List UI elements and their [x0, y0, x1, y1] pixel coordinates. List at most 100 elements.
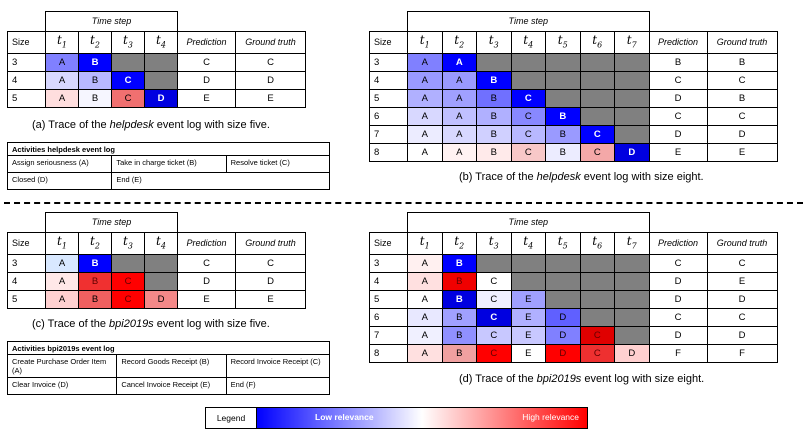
activity-cell: A — [407, 272, 443, 292]
caption-log-name: helpdesk — [536, 171, 581, 183]
activity-cell: E — [510, 290, 546, 310]
empty-cell — [510, 254, 546, 274]
empty-cell — [579, 308, 615, 328]
activity-cell: A — [45, 53, 79, 73]
activities-title: Activities helpdesk event log — [8, 143, 329, 156]
timestep-title: Time step — [407, 11, 650, 32]
activity-cell: A — [441, 107, 477, 127]
row-size: 6 — [369, 107, 408, 127]
caption-text: event log with size five. — [153, 318, 270, 330]
activity-entry: Take in charge ticket (B) — [112, 156, 227, 172]
caption-text: event log with size eight. — [580, 171, 704, 183]
row-size: 3 — [7, 53, 46, 73]
size-column-header: Size — [369, 30, 408, 55]
activity-cell: A — [407, 254, 443, 274]
timestep-header-row: Time step — [370, 212, 778, 233]
legend-high-label: High relevance — [522, 412, 579, 422]
caption-d: (d) Trace of the bpi2019s event log with… — [459, 373, 704, 385]
prediction-cell: C — [648, 308, 708, 328]
trace-table-bpi2019s-size-five: Time step Size t1 t2 t3 t4 Prediction Ground tr… — [7, 212, 306, 310]
activity-cell: C — [476, 308, 512, 328]
empty-cell — [545, 53, 581, 73]
header-blank — [8, 12, 46, 32]
empty-cell — [144, 254, 178, 274]
activity-entry: Record Goods Receipt (B) — [117, 355, 227, 377]
activities-bpi2019s-table: Activities bpi2019s event log Create Purc… — [7, 341, 330, 395]
activity-cell: C — [111, 290, 145, 310]
header-blank — [370, 213, 408, 233]
ground-truth-column-header: Ground truth — [706, 231, 778, 256]
timestep-column-header: t6 — [579, 231, 615, 256]
ground-truth-cell: E — [706, 143, 778, 163]
activities-row: Closed (D) End (E) — [8, 173, 329, 189]
activity-cell: E — [510, 344, 546, 364]
ground-truth-cell: B — [706, 89, 778, 109]
activity-cell: B — [476, 107, 512, 127]
activities-row: Assign seriousness (A) Take in charge tic… — [8, 156, 329, 173]
activity-cell: A — [45, 290, 79, 310]
ground-truth-cell: D — [235, 71, 306, 91]
caption-log-name: bpi2019s — [536, 373, 582, 385]
row-size: 6 — [369, 308, 408, 328]
section-divider — [4, 202, 803, 204]
activity-cell: C — [111, 89, 145, 109]
activity-cell: C — [510, 89, 546, 109]
activity-cell: D — [144, 89, 178, 109]
activity-cell: B — [476, 143, 512, 163]
column-header-row: Size t1 t2 t3 t4 Prediction Ground truth — [7, 231, 306, 256]
activity-entry: Assign seriousness (A) — [8, 156, 113, 172]
activity-cell: C — [579, 326, 615, 346]
activities-row: Clear Invoice (D) Cancel Invoice Receipt … — [8, 378, 329, 394]
prediction-cell: D — [648, 272, 708, 292]
prediction-cell: B — [648, 53, 708, 73]
activity-cell: C — [476, 326, 512, 346]
activity-cell: B — [441, 272, 477, 292]
activity-cell: B — [78, 290, 112, 310]
activity-cell: B — [78, 71, 112, 91]
activity-cell: A — [407, 107, 443, 127]
caption-text: (c) Trace of the — [32, 318, 110, 330]
ground-truth-column-header: Ground truth — [235, 30, 306, 55]
prediction-column-header: Prediction — [648, 231, 708, 256]
prediction-cell: D — [177, 272, 236, 292]
caption-log-name: helpdesk — [109, 119, 154, 131]
activity-cell: C — [579, 344, 615, 364]
empty-cell — [614, 53, 650, 73]
prediction-cell: E — [177, 290, 236, 310]
timestep-column-header: t3 — [111, 231, 145, 256]
empty-cell — [614, 254, 650, 274]
activity-entry: Resolve ticket (C) — [230, 158, 290, 167]
timestep-column-header: t1 — [45, 30, 79, 55]
row-size: 7 — [369, 125, 408, 145]
relevance-legend: Legend Low relevance High relevance — [205, 407, 588, 429]
timestep-column-header: t2 — [441, 231, 477, 256]
empty-cell — [545, 290, 581, 310]
prediction-cell: D — [648, 290, 708, 310]
caption-log-name: bpi2019s — [109, 318, 154, 330]
legend-label: Legend — [206, 408, 257, 428]
timestep-column-header: t3 — [476, 231, 512, 256]
prediction-cell: D — [648, 89, 708, 109]
prediction-cell: C — [648, 107, 708, 127]
prediction-cell: C — [648, 254, 708, 274]
trace-table: Time step Size t1 t2 t3 t4 t5 t6 t7 Prediction Gro… — [369, 212, 778, 364]
header-blank — [649, 12, 777, 32]
activity-cell: B — [441, 326, 477, 346]
ground-truth-cell: D — [235, 272, 306, 292]
activity-cell: A — [407, 308, 443, 328]
caption-text: (d) Trace of the — [459, 373, 537, 385]
activity-cell: E — [510, 308, 546, 328]
ground-truth-cell: C — [235, 53, 306, 73]
activity-cell: A — [407, 143, 443, 163]
empty-cell — [614, 290, 650, 310]
activities-helpdesk-table: Activities helpdesk event log Assign seri… — [7, 142, 330, 190]
